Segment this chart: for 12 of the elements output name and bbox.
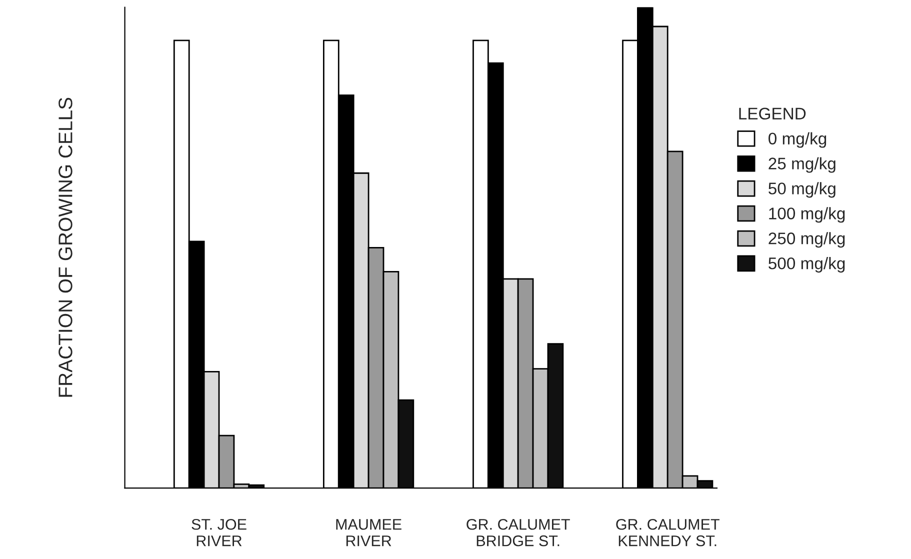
legend-label: 250 mg/kg [768, 232, 845, 248]
legend-label: 25 mg/kg [768, 157, 836, 173]
legend-label: 50 mg/kg [768, 182, 836, 198]
x-tick-label: GR. CALUMET KENNEDY ST. [616, 518, 720, 546]
y-axis-title: FRACTION OF GROWING CELLS [58, 98, 72, 397]
x-tick-label: MAUMEE RIVER [336, 519, 402, 546]
legend-label: 100 mg/kg [769, 207, 845, 223]
x-tick-label: ST. JOE RIVER [192, 518, 246, 546]
x-tick-label: GR. CALUMET BRIDGE ST. [466, 518, 570, 546]
legend-title: LEGEND [739, 108, 806, 120]
legend-label: 500 mg/kg [768, 257, 845, 273]
legend-label: 0 mg/kg [768, 132, 826, 148]
